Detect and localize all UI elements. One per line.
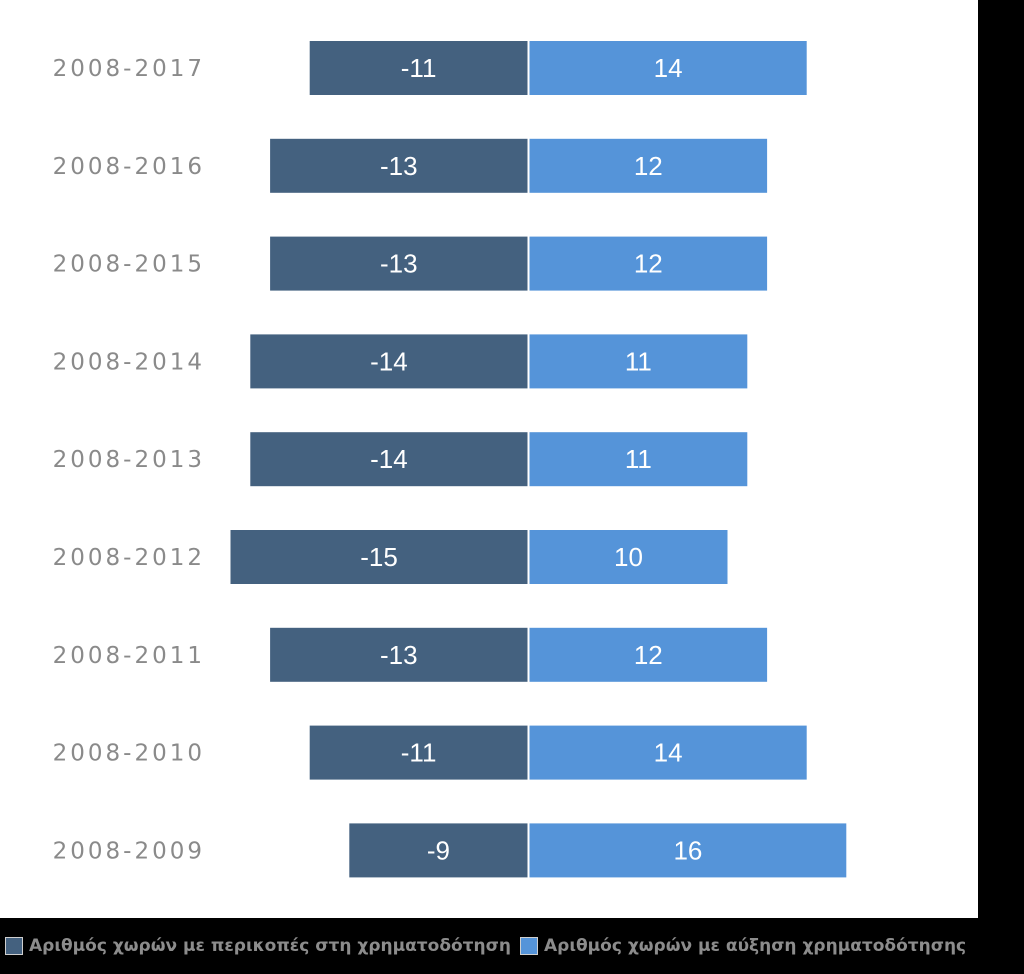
category-label: 2008-2012 bbox=[53, 545, 205, 571]
bar-label-cuts: -14 bbox=[370, 346, 408, 376]
bar-label-increase: 12 bbox=[634, 151, 663, 181]
bar-label-cuts: -13 bbox=[380, 249, 418, 279]
bar-label-cuts: -15 bbox=[360, 542, 398, 572]
bar-cuts bbox=[270, 627, 528, 682]
bar-increase bbox=[529, 530, 728, 584]
bar-increase bbox=[529, 432, 748, 487]
bar-label-increase: 12 bbox=[634, 640, 663, 670]
bar-cuts bbox=[230, 530, 528, 584]
bar-label-cuts: -13 bbox=[380, 640, 418, 670]
bar-label-increase: 11 bbox=[625, 444, 652, 474]
bar-label-increase: 11 bbox=[625, 346, 652, 376]
category-label: 2008-2016 bbox=[53, 154, 205, 180]
bar-increase bbox=[529, 236, 768, 291]
bar-cuts bbox=[309, 725, 528, 780]
bar-label-increase: 14 bbox=[654, 738, 683, 768]
bar-cuts bbox=[309, 41, 528, 95]
bar-increase bbox=[529, 725, 807, 780]
bar-increase bbox=[529, 334, 748, 389]
bar-label-cuts: -13 bbox=[380, 151, 418, 181]
bar-label-increase: 10 bbox=[614, 542, 643, 572]
category-label: 2008-2013 bbox=[53, 447, 205, 473]
category-label: 2008-2010 bbox=[53, 741, 205, 767]
legend-swatch-increase bbox=[520, 937, 538, 955]
category-label: 2008-2015 bbox=[53, 252, 205, 278]
bar-cuts bbox=[250, 432, 528, 487]
legend-item-cuts: Αριθμός χωρών με περικοπές στη χρηματοδό… bbox=[5, 935, 511, 957]
bar-cuts bbox=[250, 334, 528, 389]
category-label: 2008-2017 bbox=[53, 56, 205, 82]
bar-label-cuts: -9 bbox=[427, 835, 450, 865]
legend-swatch-cuts bbox=[5, 937, 23, 955]
bar-cuts bbox=[349, 823, 528, 878]
chart-area: 2008-2017 -11 14 2008-2016 -13 12 2008-2015 -13… bbox=[0, 0, 978, 918]
bar-label-increase: 16 bbox=[673, 835, 702, 865]
legend: Αριθμός χωρών με περικοπές στη χρηματοδό… bbox=[0, 918, 1024, 974]
bar-label-cuts: -11 bbox=[401, 738, 437, 768]
bar-increase bbox=[529, 627, 768, 682]
category-label: 2008-2011 bbox=[53, 643, 205, 669]
bar-increase bbox=[529, 138, 768, 193]
category-label: 2008-2014 bbox=[53, 349, 205, 375]
category-label: 2008-2009 bbox=[53, 838, 205, 864]
bar-label-cuts: -14 bbox=[370, 444, 408, 474]
chart-svg: 2008-2017 -11 14 2008-2016 -13 12 2008-2015 -13… bbox=[53, 41, 847, 878]
legend-label-cuts: Αριθμός χωρών με περικοπές στη χρηματοδό… bbox=[29, 936, 511, 956]
bar-label-increase: 14 bbox=[654, 53, 683, 83]
bar-label-cuts: -11 bbox=[401, 53, 437, 83]
bar-cuts bbox=[270, 138, 528, 193]
legend-label-increase: Αριθμός χωρών με αύξηση χρηματοδότησης bbox=[544, 936, 967, 956]
bar-cuts bbox=[270, 236, 528, 291]
bar-increase bbox=[529, 41, 807, 95]
legend-item-increase: Αριθμός χωρών με αύξηση χρηματοδότησης bbox=[520, 935, 966, 957]
bar-increase bbox=[529, 823, 847, 878]
bar-label-increase: 12 bbox=[634, 249, 663, 279]
